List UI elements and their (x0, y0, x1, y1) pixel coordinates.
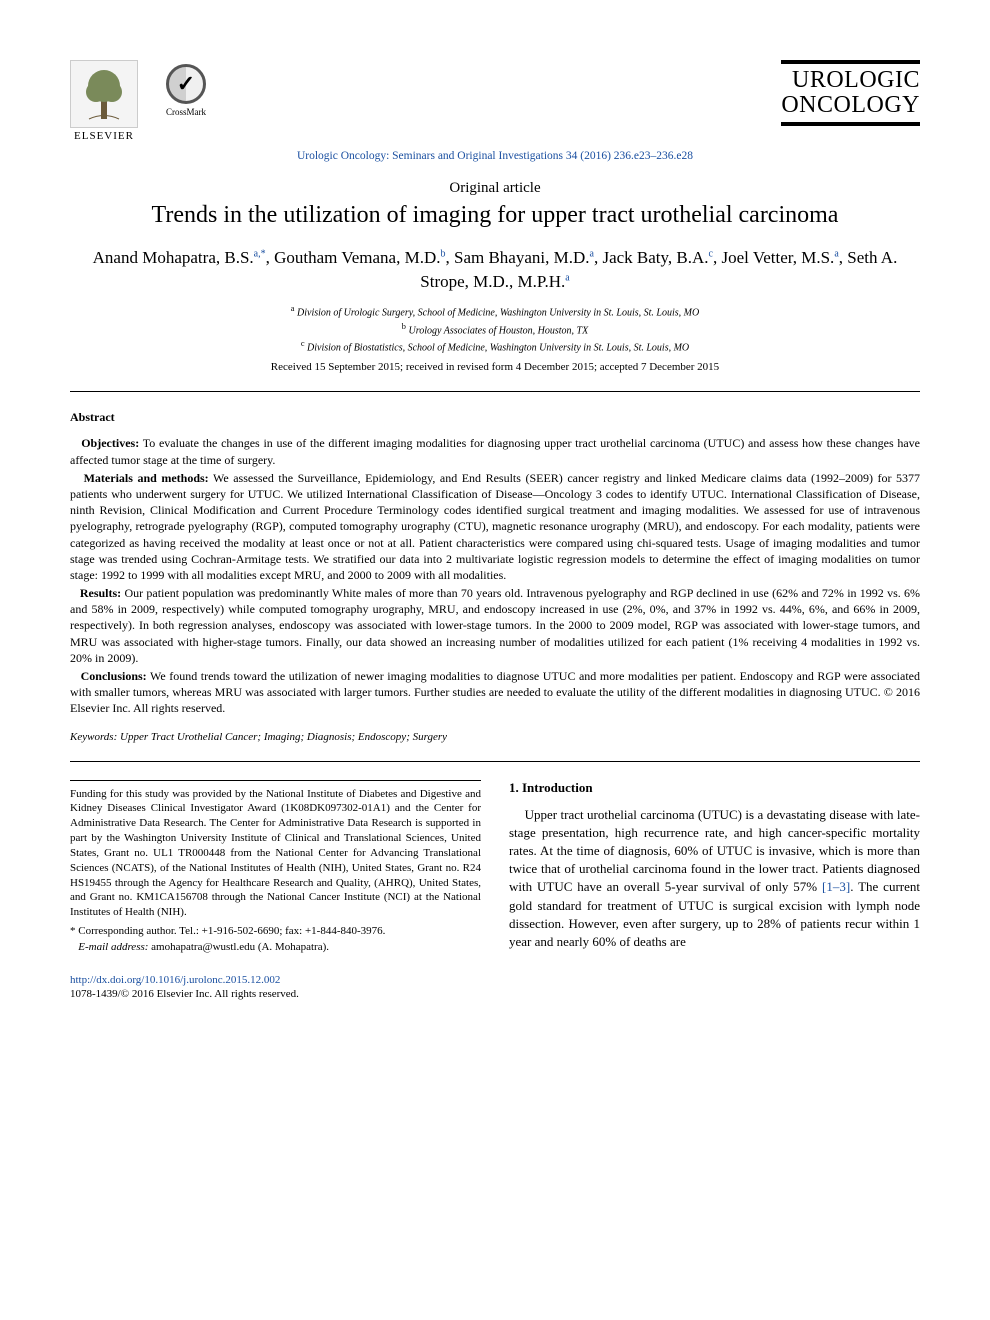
abstract-section: Abstract Objectives: To evaluate the cha… (70, 410, 920, 716)
elsevier-label: ELSEVIER (74, 130, 134, 142)
abstract-heading: Abstract (70, 410, 920, 425)
crossmark-icon: ✓ (166, 64, 206, 104)
affiliation-a: a Division of Urologic Surgery, School o… (70, 303, 920, 320)
abstract-results: Results: Our patient population was pred… (70, 585, 920, 666)
bottom-columns: Funding for this study was provided by t… (70, 780, 920, 953)
intro-paragraph: Upper tract urothelial carcinoma (UTUC) … (509, 806, 920, 952)
doi-block: http://dx.doi.org/10.1016/j.urolonc.2015… (70, 973, 920, 1002)
author-list: Anand Mohapatra, B.S.a,*, Goutham Vemana… (70, 246, 920, 294)
abstract-conclusions: Conclusions: We found trends toward the … (70, 668, 920, 717)
email-address[interactable]: amohapatra@wustl.edu (A. Mohapatra). (151, 941, 329, 953)
intro-heading: 1. Introduction (509, 780, 920, 796)
rule-top (70, 391, 920, 392)
journal-citation[interactable]: Urologic Oncology: Seminars and Original… (70, 150, 920, 162)
journal-brand-box: UROLOGIC ONCOLOGY (781, 60, 920, 126)
page-header: ELSEVIER ✓ CrossMark UROLOGIC ONCOLOGY (70, 60, 920, 142)
rule-bottom (70, 761, 920, 762)
header-left: ELSEVIER ✓ CrossMark (70, 60, 206, 142)
journal-brand: UROLOGIC ONCOLOGY (781, 60, 920, 126)
funding-note: Funding for this study was provided by t… (70, 780, 481, 921)
affiliation-c: c Division of Biostatistics, School of M… (70, 338, 920, 355)
crossmark-label: CrossMark (166, 107, 206, 117)
brand-line2: ONCOLOGY (781, 93, 920, 118)
elsevier-logo: ELSEVIER (70, 60, 138, 142)
doi-link[interactable]: http://dx.doi.org/10.1016/j.urolonc.2015… (70, 974, 280, 986)
abstract-objectives: Objectives: To evaluate the changes in u… (70, 435, 920, 467)
corresponding-author: * Corresponding author. Tel.: +1-916-502… (70, 924, 481, 939)
article-title: Trends in the utilization of imaging for… (70, 201, 920, 230)
email-line: E-mail address: amohapatra@wustl.edu (A.… (70, 941, 481, 953)
affiliations: a Division of Urologic Surgery, School o… (70, 303, 920, 355)
elsevier-tree-icon (70, 60, 138, 128)
article-type: Original article (70, 180, 920, 197)
crossmark-badge[interactable]: ✓ CrossMark (166, 64, 206, 117)
affiliation-b: b Urology Associates of Houston, Houston… (70, 321, 920, 338)
left-column: Funding for this study was provided by t… (70, 780, 481, 953)
copyright-line: 1078-1439/© 2016 Elsevier Inc. All right… (70, 987, 920, 1001)
article-dates: Received 15 September 2015; received in … (70, 361, 920, 373)
abstract-methods: Materials and methods: We assessed the S… (70, 470, 920, 583)
keywords: Keywords: Upper Tract Urothelial Cancer;… (70, 731, 920, 743)
right-column: 1. Introduction Upper tract urothelial c… (509, 780, 920, 953)
brand-line1: UROLOGIC (781, 68, 920, 93)
reference-link[interactable]: [1–3] (822, 879, 850, 894)
